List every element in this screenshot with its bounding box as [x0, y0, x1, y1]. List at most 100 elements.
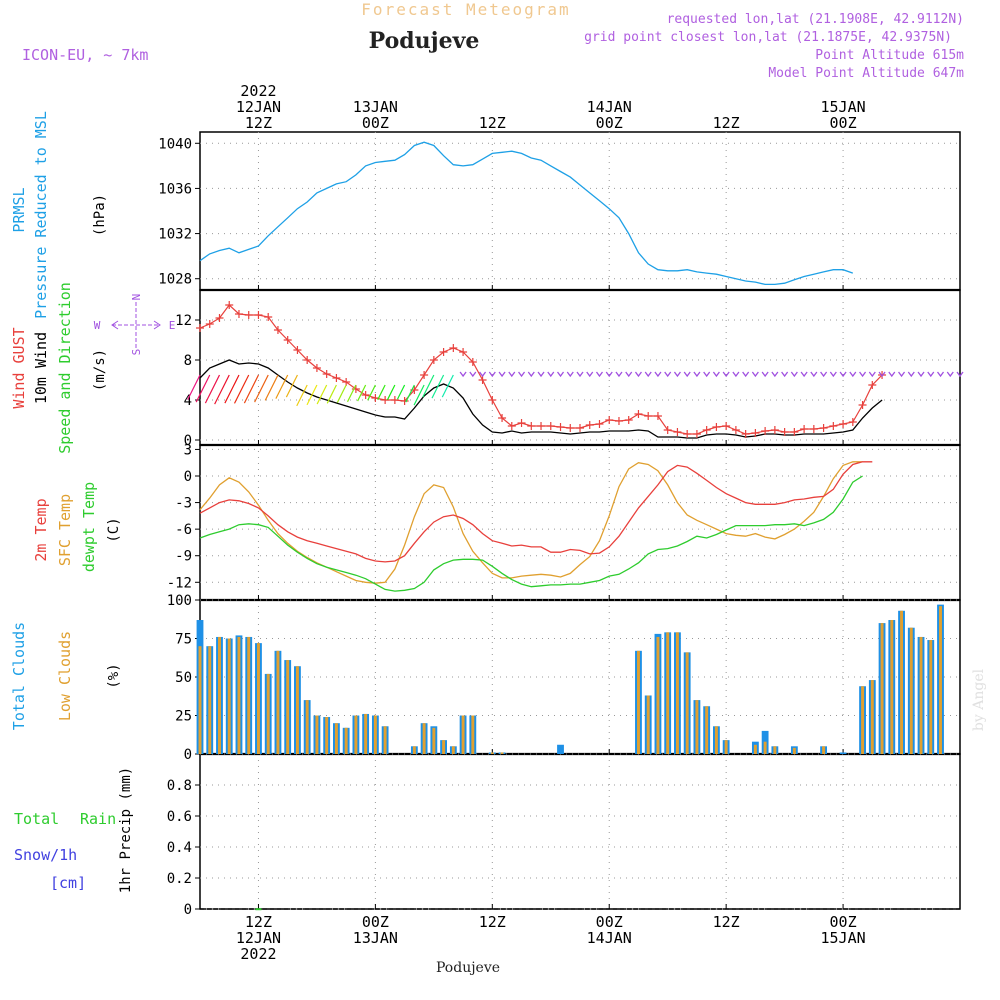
wind-gust-point [293, 346, 302, 354]
top-time-label: 2022 [240, 82, 276, 100]
low-cloud-bar [880, 623, 884, 754]
precip-unit: 1hr Precip (mm) [118, 767, 134, 893]
wind-gust-point [663, 426, 672, 434]
low-cloud-bar [646, 695, 650, 754]
wind-arrow [233, 374, 250, 404]
wind-arrow [214, 374, 230, 405]
wind-gust-point [595, 420, 604, 428]
low-cloud-bar [383, 726, 387, 754]
credit: by Angel [971, 668, 987, 731]
wind-arrow [790, 371, 798, 378]
wind-arrow [187, 374, 201, 400]
panel-frame [199, 753, 961, 910]
low-cloud-bar [257, 643, 260, 754]
wind-speed-line [199, 359, 883, 439]
wind-gust-point [702, 426, 711, 434]
wind-arrow [275, 374, 289, 399]
y-tick-label: -3 [175, 496, 192, 512]
wind-gust-point [283, 336, 292, 344]
wind-arrow [316, 384, 328, 405]
low-cloud-bar [471, 715, 475, 754]
wind-gust-point [361, 391, 370, 399]
wind-arrow [673, 371, 681, 378]
wind-gust-point [215, 314, 224, 322]
wind-arrow [566, 371, 574, 378]
wind-arrow [469, 371, 477, 378]
wind-labels: Wind GUST 10m Wind Speed and Direction (… [10, 282, 175, 454]
wind-arrow [634, 371, 642, 378]
requested-coords: requested lon,lat (21.1908E, 42.9112N) [667, 12, 964, 27]
wind-gust-point [848, 418, 857, 426]
wind-arrow [898, 371, 906, 378]
dewpt-temp-line [199, 475, 863, 592]
model-label: ICON-EU, ~ 7km [22, 46, 148, 64]
wind-arrow [771, 371, 779, 378]
wind-gust-point [449, 344, 458, 352]
wind-gust-point [468, 358, 477, 366]
wind-gust-point [868, 381, 877, 389]
low-cloud-bar [286, 660, 290, 754]
wind-gust-point [673, 428, 682, 436]
wind-arrow [829, 371, 837, 378]
temp-sfc-label: SFC Temp [56, 494, 74, 566]
y-tick-label: 8 [184, 353, 192, 369]
wind-gust-point [683, 430, 692, 438]
compass-s: S [130, 349, 143, 356]
low-cloud-bar [724, 740, 728, 754]
wind-gust-point [517, 419, 526, 427]
wind-arrow [820, 371, 828, 378]
model-altitude: Model Point Altitude 647m [768, 66, 964, 81]
low-cloud-bar [909, 627, 913, 754]
wind-gust-point [225, 301, 234, 309]
wind-arrow [703, 371, 711, 378]
y-tick-label: 1028 [158, 272, 192, 288]
y-tick-label: 100 [167, 593, 192, 609]
temp-unit: (C) [106, 517, 122, 542]
wind-arrow [224, 374, 240, 404]
low-cloud-bar [822, 746, 826, 754]
wind-gust-point [858, 401, 867, 409]
pressure-labels: PRMSL Pressure Reduced to MSL (hPa) [10, 111, 108, 319]
temp-labels: 2m Temp SFC Temp dewpt Temp (C) [32, 482, 122, 572]
wind-arrow [605, 371, 613, 378]
precip-snow-label: Snow/1h [14, 846, 77, 864]
total-cloud-bar [557, 744, 564, 754]
wind-arrow [917, 371, 925, 378]
y-tick-label: 0 [184, 469, 192, 485]
top-time-label: 00Z [596, 114, 623, 132]
wind-gust-point [819, 424, 828, 432]
top-time-label: 15JAN [820, 98, 865, 116]
y-tick-label: -6 [175, 522, 192, 538]
wind-gust-point [478, 376, 487, 384]
low-cloud-bar [208, 646, 212, 754]
wind-arrow [751, 371, 759, 378]
low-cloud-bar [276, 650, 280, 754]
bottom-time-label: 15JAN [820, 929, 865, 947]
wind-gust-point [390, 396, 399, 404]
bottom-time-label: 00Z [830, 913, 857, 931]
precip-cm-label: [cm] [50, 874, 86, 892]
low-cloud-bar [773, 746, 777, 754]
low-cloud-bar [685, 652, 689, 754]
wind-arrow [459, 371, 467, 378]
wind-arrow [498, 371, 506, 378]
wind-arrow [586, 371, 594, 378]
wind-arrow [927, 371, 935, 378]
wind-arrow [742, 371, 750, 378]
low-cloud-bar [919, 636, 923, 754]
wind-arrow [732, 371, 740, 378]
low-cloud-bar [656, 636, 660, 754]
pressure-label-msl: Pressure Reduced to MSL [32, 111, 50, 319]
low-cloud-bar [432, 727, 436, 754]
y-tick-label: -9 [175, 549, 192, 565]
wind-arrow [243, 374, 259, 404]
wind-gust-line [199, 304, 883, 435]
footer-location: Podujeve [436, 960, 500, 976]
wind-arrow [547, 371, 555, 378]
top-time-label: 14JAN [587, 98, 632, 116]
low-cloud-bar [237, 636, 241, 754]
compass-w: W [94, 319, 101, 332]
wind-gust-point [614, 417, 623, 425]
low-cloud-bar [666, 632, 670, 754]
y-tick-label: 0 [184, 747, 192, 763]
